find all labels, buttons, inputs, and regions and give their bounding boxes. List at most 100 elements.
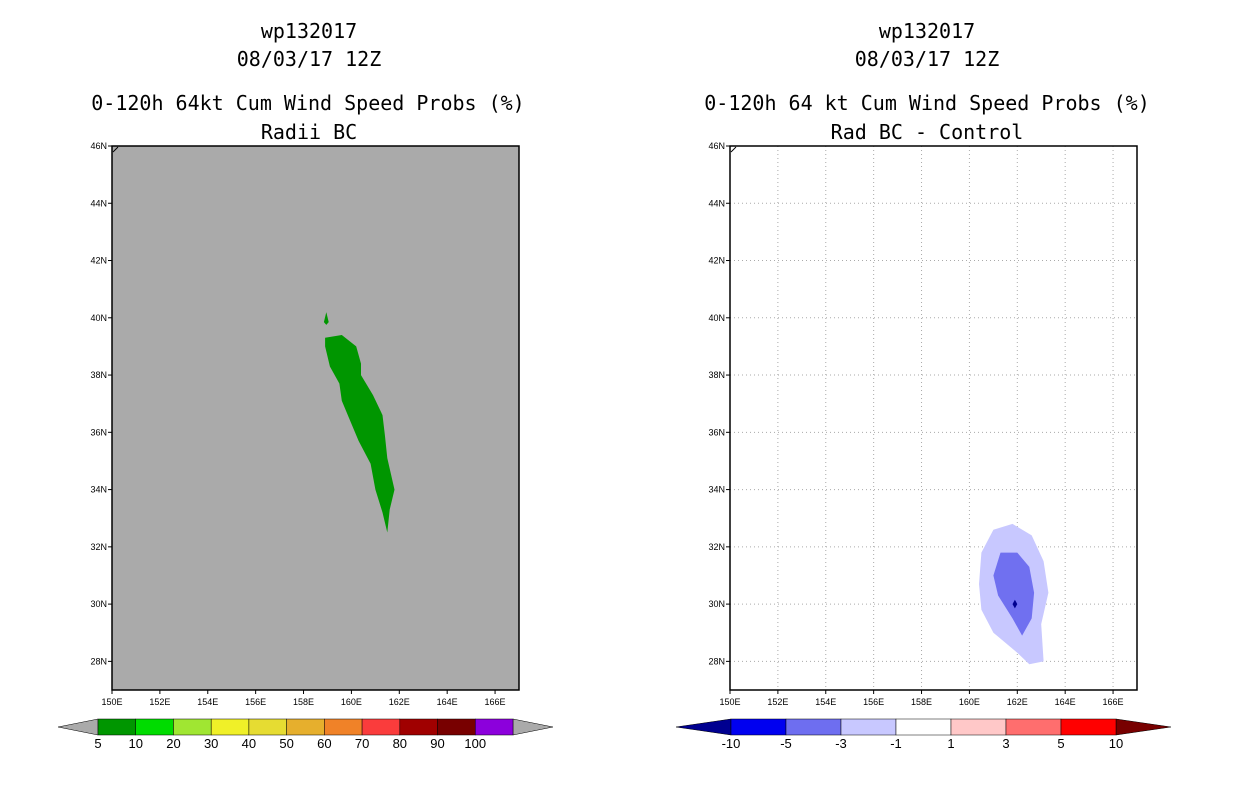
- right-x-tick-label: 152E: [767, 697, 788, 707]
- left-map-frame: [111, 145, 520, 691]
- right-x-tick-label: 166E: [1103, 697, 1124, 707]
- right-colorbar-box: [785, 718, 842, 736]
- left-y-tick-label: 28N: [90, 656, 107, 666]
- right-contour-region-1: [993, 552, 1035, 636]
- left-colorbar-high-triangle: [512, 718, 554, 736]
- left-storm-id: wp132017: [260, 19, 358, 43]
- right-colorbar-box: [730, 718, 787, 736]
- left-colorbar-box: [97, 718, 136, 736]
- left-y-tick-label: 44N: [90, 198, 107, 208]
- left-colorbar-label: 50: [279, 736, 293, 751]
- right-x-tick-label: 162E: [1007, 697, 1028, 707]
- left-colorbar-low-triangle: [57, 718, 99, 736]
- left-x-tick-label: 162E: [389, 697, 410, 707]
- left-colorbar-label: 80: [393, 736, 407, 751]
- right-y-tick-label: 36N: [708, 427, 725, 437]
- right-y-tick-label: 46N: [708, 141, 725, 151]
- right-x-tick-label: 150E: [719, 697, 740, 707]
- right-y-tick-label: 38N: [708, 370, 725, 380]
- left-colorbar-label: 20: [166, 736, 180, 751]
- left-colorbar-label: 60: [317, 736, 331, 751]
- left-y-tick-label: 36N: [90, 427, 107, 437]
- left-colorbar-box: [399, 718, 438, 736]
- left-colorbar-box: [286, 718, 325, 736]
- left-colorbar-box: [248, 718, 287, 736]
- right-colorbar-low-triangle: [675, 718, 732, 736]
- right-colorbar-label: -3: [835, 736, 847, 751]
- right-colorbar-label: 3: [1002, 736, 1009, 751]
- right-contour-region-2: [1012, 599, 1018, 609]
- left-x-tick-label: 154E: [197, 697, 218, 707]
- right-title: 0-120h 64 kt Cum Wind Speed Probs (%): [704, 91, 1150, 115]
- right-colorbar-label: 1: [947, 736, 954, 751]
- left-colorbar-box: [135, 718, 174, 736]
- left-title: 0-120h 64kt Cum Wind Speed Probs (%): [91, 91, 525, 115]
- left-colorbar-label: 40: [242, 736, 256, 751]
- left-x-tick-label: 158E: [293, 697, 314, 707]
- right-map-background: [730, 146, 1137, 690]
- left-corner-mark: [112, 146, 119, 153]
- right-map-frame: [729, 145, 1138, 691]
- right-colorbar-label: 5: [1057, 736, 1064, 751]
- left-x-tick-label: 164E: [437, 697, 458, 707]
- left-colorbar-label: 70: [355, 736, 369, 751]
- right-colorbar-high-triangle: [1115, 718, 1172, 736]
- right-map-panel: 150E 152E 154E 156E 158E 160E 162E 164E 166E 28N 3…: [708, 141, 1138, 707]
- right-date: 08/03/17 12Z: [854, 47, 1000, 71]
- right-y-tick-label: 28N: [708, 656, 725, 666]
- left-colorbar-box: [324, 718, 363, 736]
- right-y-tick-label: 42N: [708, 256, 725, 266]
- right-colorbar-box: [840, 718, 897, 736]
- right-x-tick-label: 160E: [959, 697, 980, 707]
- right-y-tick-label: 40N: [708, 313, 725, 323]
- left-colorbar-box: [210, 718, 250, 736]
- left-y-tick-label: 30N: [90, 599, 107, 609]
- left-y-tick-label: 38N: [90, 370, 107, 380]
- right-y-tick-label: 32N: [708, 542, 725, 552]
- left-colorbar-label: 30: [204, 736, 218, 751]
- left-y-tick-label: 40N: [90, 313, 107, 323]
- left-colorbar-label: 10: [128, 736, 142, 751]
- right-x-tick-label: 154E: [815, 697, 836, 707]
- right-colorbar: -10 -5 -3 -1 1 3 5 10: [675, 718, 1172, 751]
- left-colorbar-box: [437, 718, 476, 736]
- left-y-tick-label: 42N: [90, 256, 107, 266]
- left-colorbar-label: 5: [94, 736, 101, 751]
- right-colorbar-label: -5: [780, 736, 792, 751]
- right-corner-mark: [730, 146, 737, 153]
- left-x-tick-label: 156E: [245, 697, 266, 707]
- right-colorbar-box: [1005, 718, 1062, 736]
- left-contour-region-0: [325, 335, 395, 533]
- right-colorbar-box: [1060, 718, 1117, 736]
- right-y-tick-label: 30N: [708, 599, 725, 609]
- left-y-tick-label: 46N: [90, 141, 107, 151]
- left-x-tick-label: 160E: [341, 697, 362, 707]
- right-colorbar-box: [950, 718, 1007, 736]
- left-subtitle: Radii BC: [260, 120, 358, 144]
- right-subtitle: Rad BC - Control: [830, 120, 1024, 144]
- right-colorbar-label: 10: [1109, 736, 1123, 751]
- left-contour-region-1: [323, 312, 329, 325]
- left-colorbar: 5 10 20 30 40 50 60 70 80 90 100: [57, 718, 554, 751]
- left-map-panel: 150E 152E 154E 156E 158E 160E 162E 164E 166E 28N 3…: [90, 141, 520, 707]
- right-x-tick-label: 158E: [911, 697, 932, 707]
- right-colorbar-label: -10: [722, 736, 741, 751]
- left-colorbar-box: [173, 718, 212, 736]
- left-x-tick-label: 152E: [149, 697, 170, 707]
- left-y-tick-label: 34N: [90, 485, 107, 495]
- right-y-tick-label: 44N: [708, 198, 725, 208]
- right-y-tick-label: 34N: [708, 485, 725, 495]
- left-colorbar-box: [475, 718, 514, 736]
- left-map-background: [112, 146, 519, 690]
- right-colorbar-label: -1: [890, 736, 902, 751]
- right-x-tick-label: 164E: [1055, 697, 1076, 707]
- left-date: 08/03/17 12Z: [236, 47, 382, 71]
- left-colorbar-label: 100: [464, 736, 486, 751]
- right-colorbar-box: [895, 718, 952, 736]
- right-x-tick-label: 156E: [863, 697, 884, 707]
- left-x-tick-label: 166E: [485, 697, 506, 707]
- right-storm-id: wp132017: [878, 19, 976, 43]
- left-x-tick-label: 150E: [101, 697, 122, 707]
- left-colorbar-label: 90: [430, 736, 444, 751]
